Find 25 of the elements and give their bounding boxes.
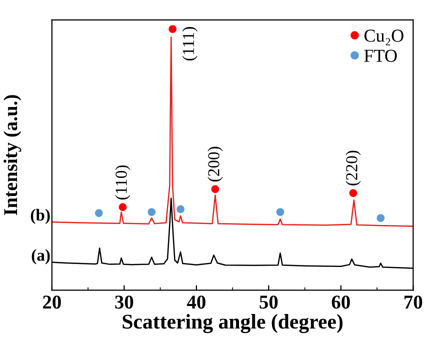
legend-label: Cu₂O	[364, 30, 404, 46]
legend-label: FTO	[364, 50, 397, 62]
x-tick-label: 30	[115, 296, 134, 309]
x-axis-title: Scattering angle (degree)	[122, 314, 343, 334]
point	[118, 203, 127, 212]
x-tick-label: 70	[404, 296, 422, 309]
point	[148, 208, 156, 216]
annotation: (220)	[346, 150, 361, 186]
point	[211, 185, 220, 194]
x-tick-label: 40	[186, 296, 206, 309]
point	[349, 189, 358, 197]
series-label: (a)	[32, 249, 50, 264]
point	[94, 209, 103, 218]
point	[376, 214, 385, 222]
y-axis-title: Intensity (a.u.)	[4, 95, 22, 216]
point	[176, 205, 184, 214]
series-label: (b)	[30, 208, 50, 224]
x-tick-label: 50	[260, 296, 278, 309]
annotation: (200)	[208, 146, 223, 182]
x-tick-label: 60	[332, 296, 350, 309]
point	[276, 208, 284, 216]
point	[168, 25, 177, 34]
annotation: (111)	[182, 27, 198, 60]
annotation: (110)	[115, 165, 130, 200]
x-tick-label: 20	[43, 296, 61, 309]
